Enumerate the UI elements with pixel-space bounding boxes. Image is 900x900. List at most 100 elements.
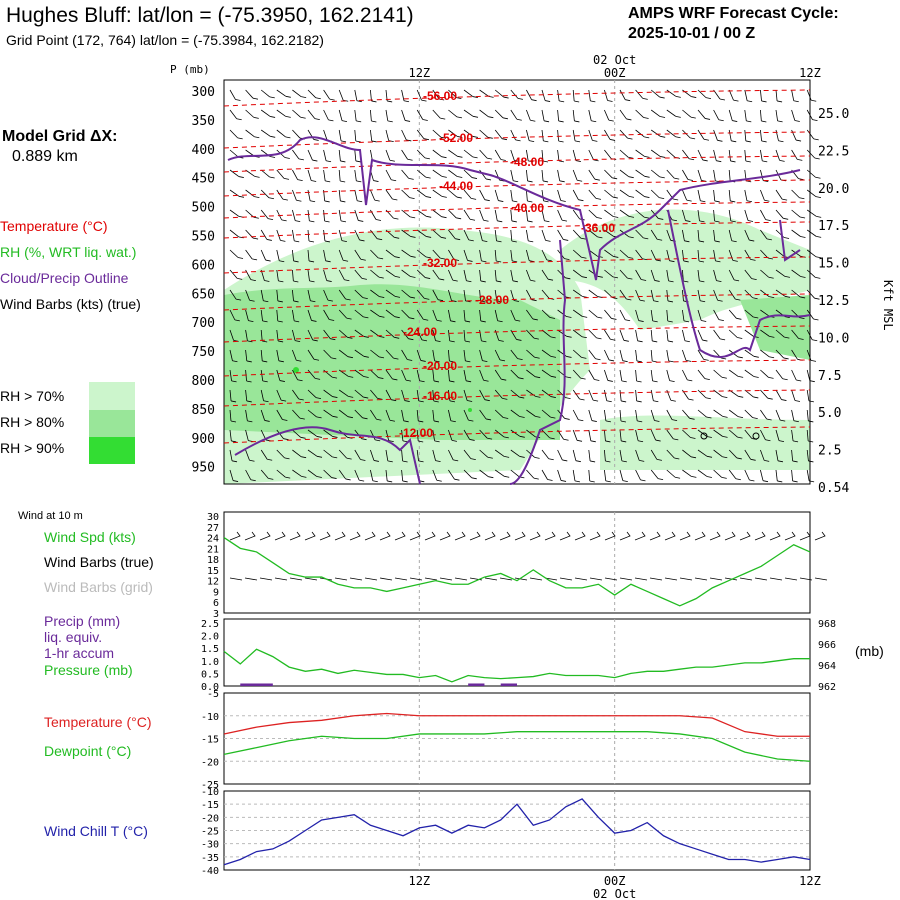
wind-barb-flag — [590, 460, 596, 463]
wind-barb-flag — [325, 160, 332, 163]
wind-barb — [276, 169, 285, 179]
wind-barb-flag — [596, 337, 602, 340]
temperature-contour-label: -16.00 — [423, 389, 457, 403]
wind-barb — [697, 249, 700, 261]
temperature-contour — [223, 426, 811, 444]
wind-barb — [401, 449, 403, 461]
wind-barb — [728, 169, 731, 181]
wind-barb-flag — [667, 300, 674, 303]
wind-barb — [494, 409, 504, 418]
wind-barb — [307, 469, 318, 477]
wind-barb — [448, 109, 458, 118]
wind-barb-flag — [722, 396, 728, 399]
wind-barb — [385, 409, 391, 421]
wind-barb — [619, 469, 624, 481]
wind-barb — [557, 149, 560, 161]
wind-barb-flag — [733, 99, 739, 102]
wind-barb — [292, 89, 302, 97]
wind-barb-flag — [470, 458, 476, 461]
wind-barb — [479, 209, 484, 221]
wind-barb — [744, 409, 753, 418]
temperature-contour-label: -20.00 — [423, 359, 457, 373]
wind-barb-10m — [304, 531, 318, 581]
wind-barb-flag — [716, 280, 722, 283]
wind-barb-flag — [690, 437, 696, 439]
wind-barb — [791, 129, 797, 141]
wind-barb — [229, 369, 232, 381]
precip-panel-frame — [223, 618, 811, 687]
wind-barb — [229, 149, 239, 158]
wind-barb-flag — [718, 319, 724, 322]
wind-barb-flag — [519, 416, 525, 418]
wind-barb-flag — [297, 179, 303, 182]
wind-barb-flag — [642, 258, 648, 261]
wind-barb-flag — [605, 420, 611, 423]
wind-barb-10m — [244, 531, 258, 581]
wind-barb-flag — [247, 420, 253, 423]
wind-barb-flag — [811, 99, 817, 102]
wind-barb — [697, 189, 701, 201]
wind-barb-flag — [419, 380, 425, 383]
wind-barb — [229, 209, 240, 217]
wind-barb-flag — [685, 359, 692, 362]
pressure-tick-label: 400 — [192, 143, 215, 158]
wind-barb — [479, 89, 489, 97]
wind-barb-flag — [512, 200, 518, 203]
wind-barb — [541, 169, 544, 181]
wind-barb — [307, 189, 311, 201]
wind-barb-flag — [639, 299, 645, 302]
wind-barb-flag — [373, 460, 379, 462]
wind-barb — [697, 169, 702, 181]
wind-barb — [760, 309, 770, 317]
wind-barb-flag — [465, 360, 471, 363]
wind-barb — [541, 189, 544, 201]
wind-barb-flag — [593, 159, 599, 162]
wind-barb — [650, 89, 660, 98]
wind-barb — [713, 409, 723, 417]
wind-barb-flag — [254, 196, 260, 199]
wind-barb — [292, 109, 301, 118]
wind-barb — [713, 449, 723, 458]
wind-barb-flag — [471, 477, 477, 480]
wind-barb-flag — [747, 220, 754, 222]
wind-barb-flag — [372, 480, 378, 483]
wind-barb-flag — [815, 196, 822, 199]
wind-barb — [323, 89, 331, 100]
wind-barb-flag — [542, 160, 549, 163]
pressure-tick-label: 850 — [192, 403, 215, 418]
wind-barb — [448, 449, 454, 461]
wind-barb-flag — [812, 339, 818, 342]
wind-barb — [494, 349, 501, 361]
model-grid-value: 0.889 km — [12, 148, 78, 165]
wind-barb-flag — [527, 220, 533, 223]
wind-barb — [650, 149, 661, 157]
wind-barb-flag — [394, 275, 401, 278]
wind-barb — [307, 169, 312, 181]
wind-barb — [479, 369, 484, 381]
wind-barb-flag — [512, 260, 518, 263]
wind-barb-flag — [309, 280, 315, 283]
wind-barb-flag — [658, 218, 664, 220]
wind-barb-10m — [619, 531, 633, 581]
wind-barb-flag — [814, 157, 820, 160]
wind-barb-flag — [783, 217, 789, 220]
wind-barb-flag — [628, 215, 635, 218]
wind-barb — [276, 369, 281, 381]
wind-barb-flag — [814, 297, 820, 300]
wind-barb-flag — [388, 140, 394, 143]
wind-barb-flag — [484, 399, 490, 402]
wind-barb — [510, 449, 520, 457]
wind-barb-flag — [731, 240, 737, 243]
wind-barb — [791, 429, 794, 441]
temperature-contour — [223, 256, 811, 274]
wind-barb-flag — [719, 98, 726, 101]
wind-barb — [385, 149, 391, 161]
wind-barb — [276, 389, 282, 401]
wind-barb — [541, 349, 552, 357]
wind-chill-tick: -40 — [201, 866, 219, 877]
wind-barb — [510, 309, 516, 321]
time-label-bottom: 00Z — [604, 874, 626, 888]
wind-barb — [245, 109, 255, 118]
wind-barb — [432, 369, 435, 381]
wind-barb-10m — [499, 531, 513, 581]
